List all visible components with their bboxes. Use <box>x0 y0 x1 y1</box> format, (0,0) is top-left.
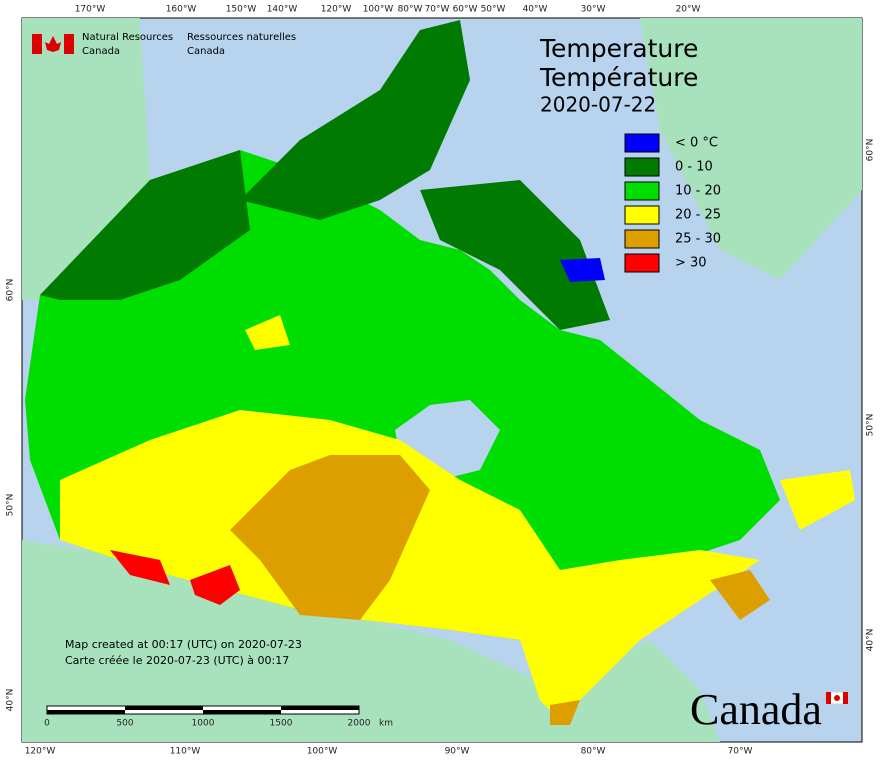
legend-label: 25 - 30 <box>675 232 721 247</box>
lon-label: 170°W <box>75 5 106 15</box>
note: Map created at 00:17 (UTC) on 2020-07-23 <box>65 638 302 651</box>
org-en: Canada <box>82 46 120 57</box>
lon-label: 120°W <box>25 747 56 757</box>
lon-label: 50°W <box>481 5 506 15</box>
org-fr: Canada <box>187 46 225 57</box>
legend-label: < 0 °C <box>675 136 718 151</box>
lat-label: 50°N <box>866 414 876 437</box>
lon-label: 40°W <box>523 5 548 15</box>
lon-label: 20°W <box>676 5 701 15</box>
org-fr: Ressources naturelles <box>187 32 296 43</box>
lon-label: 160°W <box>166 5 197 15</box>
land <box>22 18 862 742</box>
scale-bar <box>46 705 360 715</box>
wordmark: Canada <box>690 685 822 734</box>
lat-label: 60°N <box>6 279 16 302</box>
lon-label: 30°W <box>581 5 606 15</box>
scale-label: 1000 <box>192 719 215 729</box>
lon-label: 70°W <box>728 747 753 757</box>
legend-label: 20 - 25 <box>675 208 721 223</box>
scale-label: 0 <box>44 719 50 729</box>
lon-label: 120°W <box>321 5 352 15</box>
legend-swatch <box>624 181 660 201</box>
legend-swatch <box>624 205 660 225</box>
nrcan-logo <box>32 34 74 54</box>
org-en: Natural Resources <box>82 32 173 43</box>
legend-label: 0 - 10 <box>675 160 713 175</box>
lon-label: 140°W <box>267 5 298 15</box>
wordmark-flag <box>825 691 849 705</box>
scale-label: 2000 <box>348 719 371 729</box>
scale-unit: km <box>379 719 393 729</box>
note: Carte créée le 2020-07-23 (UTC) à 00:17 <box>65 654 289 667</box>
lon-label: 80°W <box>581 747 606 757</box>
lon-label: 100°W <box>307 747 338 757</box>
lat-label: 60°N <box>866 139 876 162</box>
lon-label: 70°W <box>425 5 450 15</box>
title: Température <box>539 63 698 92</box>
date: 2020-07-22 <box>540 93 656 117</box>
lon-label: 150°W <box>226 5 257 15</box>
title: Temperature <box>539 34 698 63</box>
lon-label: 100°W <box>363 5 394 15</box>
lat-label: 40°N <box>6 689 16 712</box>
legend-label: 10 - 20 <box>675 184 721 199</box>
legend-label: > 30 <box>675 256 707 271</box>
lat-label: 40°N <box>866 629 876 652</box>
lon-label: 80°W <box>398 5 423 15</box>
scale-label: 1500 <box>270 719 293 729</box>
legend-swatch <box>624 253 660 273</box>
lon-label: 90°W <box>445 747 470 757</box>
legend-swatch <box>624 133 660 153</box>
lon-label: 60°W <box>453 5 478 15</box>
legend-swatch <box>624 157 660 177</box>
lon-label: 110°W <box>170 747 201 757</box>
lat-label: 50°N <box>6 494 16 517</box>
scale-label: 500 <box>116 719 133 729</box>
legend-swatch <box>624 229 660 249</box>
